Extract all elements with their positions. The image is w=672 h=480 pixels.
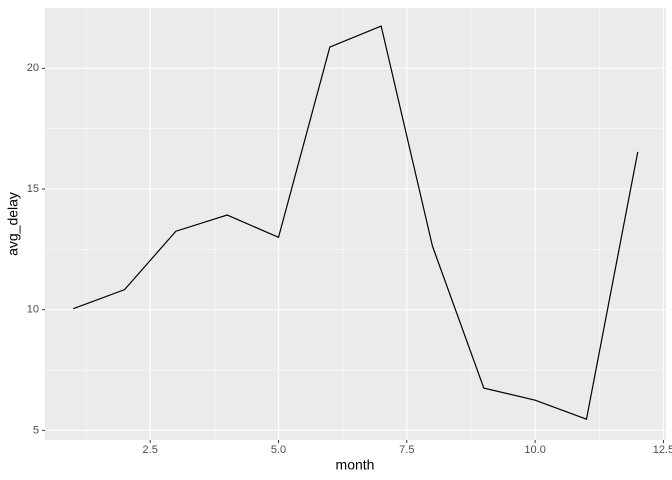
x-axis-title: month <box>336 457 375 473</box>
x-tick-label: 5.0 <box>271 444 286 456</box>
y-tick-label: 20 <box>27 62 39 74</box>
x-tick-label: 2.5 <box>143 444 158 456</box>
y-tick-label: 5 <box>33 424 39 436</box>
x-tick-label: 10.0 <box>524 444 545 456</box>
y-tick-label: 10 <box>27 304 39 316</box>
line <box>73 25 639 421</box>
y-axis-title: avg_delay <box>5 192 21 256</box>
panel <box>45 8 666 440</box>
x-tick-label: 12.5 <box>653 444 672 456</box>
x-tick-label: 7.5 <box>399 444 414 456</box>
y-tick-label: 15 <box>27 183 39 195</box>
